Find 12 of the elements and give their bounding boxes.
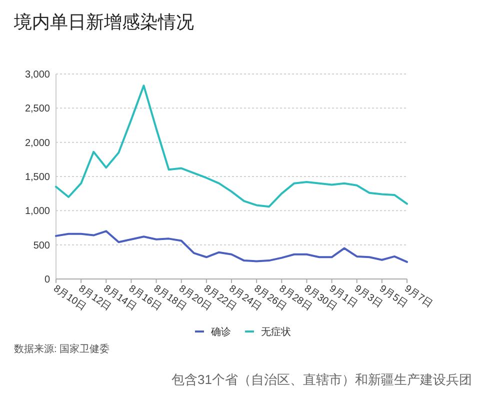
y-tick-label: 1,000 bbox=[24, 206, 50, 218]
legend-label: 无症状 bbox=[261, 326, 291, 338]
legend-label: 确诊 bbox=[210, 326, 231, 338]
chart-title: 境内单日新增感染情况 bbox=[13, 12, 194, 32]
y-tick-label: 500 bbox=[33, 240, 50, 252]
y-tick-label: 1,500 bbox=[24, 172, 50, 183]
source-note: 数据来源: 国家卫健委 bbox=[14, 343, 110, 355]
y-tick-label: 3,000 bbox=[24, 70, 50, 80]
y-tick-label: 0 bbox=[44, 274, 50, 286]
y-tick-label: 2,500 bbox=[24, 104, 50, 115]
text: 包含31个省（自治区、直辖市）和新疆生产建设兵团 bbox=[172, 372, 472, 387]
y-tick-label: 2,000 bbox=[24, 138, 50, 149]
